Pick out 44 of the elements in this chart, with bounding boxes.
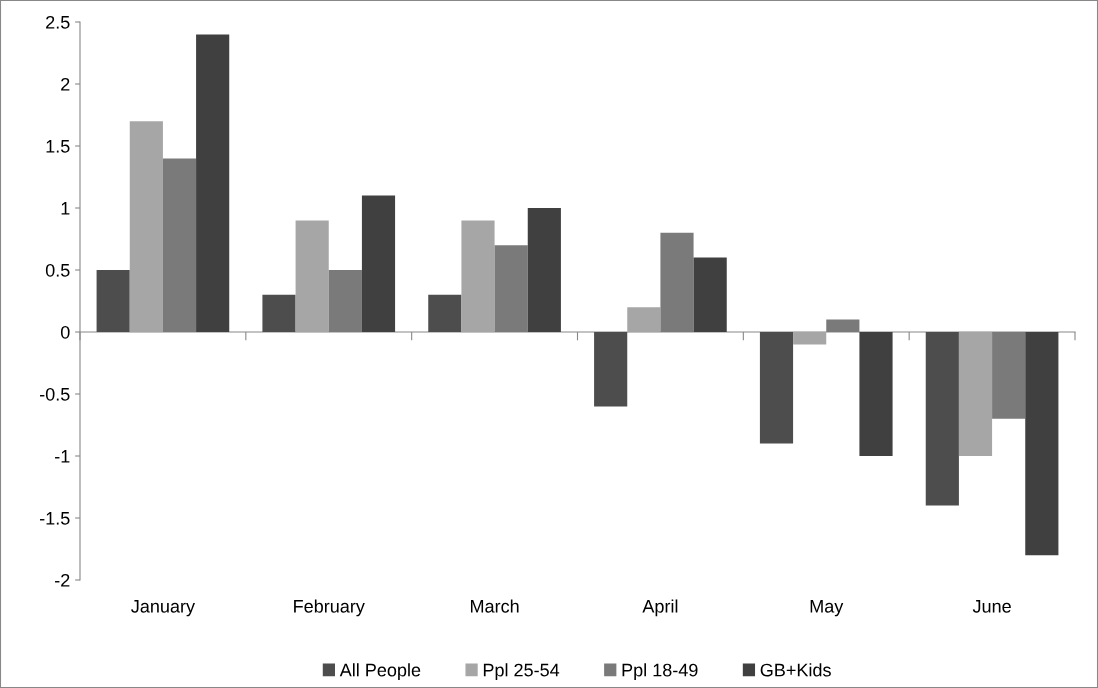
bar	[958, 332, 993, 456]
bar	[759, 332, 794, 444]
bar	[328, 270, 362, 332]
legend-label: GB+Kids	[760, 663, 831, 677]
x-tick-label: March	[470, 599, 519, 613]
y-tick-label: 0	[60, 325, 70, 339]
x-tick-label: January	[131, 600, 195, 617]
bar	[129, 121, 163, 332]
bar	[461, 220, 495, 332]
y-tick-label: 1.5	[46, 140, 70, 153]
y-tick-label: -2	[55, 573, 70, 587]
y-tick-label: 2.5	[46, 15, 70, 29]
y-tick-label: 1	[61, 202, 70, 215]
bar	[361, 195, 396, 332]
x-tick-label: February	[294, 599, 365, 617]
y-tick-label: -0.5	[39, 387, 70, 401]
bar	[262, 294, 296, 332]
legend-label: All People	[339, 663, 421, 681]
legend-label: Ppl 18-49	[622, 663, 698, 681]
y-tick-label: -1.5	[39, 512, 70, 525]
legend-label: Ppl 25-54	[483, 663, 560, 681]
x-tick-label: June	[972, 600, 1011, 613]
bar	[96, 270, 130, 332]
bar	[1025, 332, 1059, 556]
bar	[992, 332, 1026, 419]
bar	[494, 245, 528, 332]
bar	[162, 158, 197, 332]
bar	[793, 332, 827, 345]
x-tick-label: April	[642, 599, 678, 617]
bar	[826, 319, 860, 332]
bar	[859, 332, 893, 456]
x-tick-label: May	[810, 600, 844, 617]
bar	[428, 294, 462, 332]
bar	[660, 232, 694, 332]
bar	[527, 208, 561, 332]
bar	[594, 332, 628, 407]
y-tick-label: -1	[55, 450, 70, 463]
y-tick-label: 0.5	[45, 263, 70, 277]
bar	[295, 220, 329, 332]
bar	[627, 307, 661, 332]
bar	[925, 332, 959, 506]
bar	[693, 257, 727, 332]
bar	[196, 34, 230, 332]
y-tick-label: 2	[61, 77, 70, 91]
